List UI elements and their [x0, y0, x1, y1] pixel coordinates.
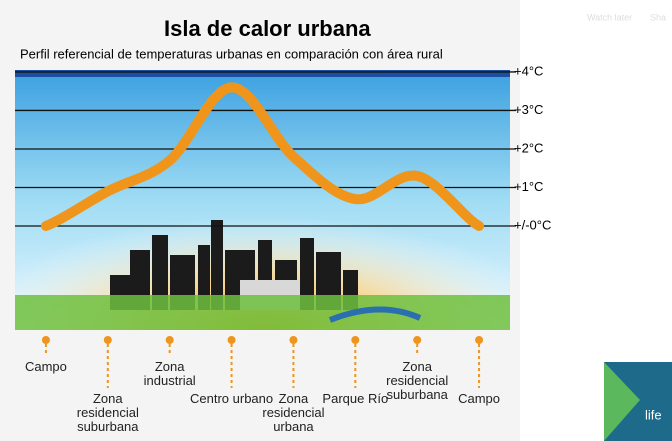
chart: Isla de calor urbana Perfil referencial …: [0, 0, 672, 441]
zone-marker: [413, 336, 421, 344]
x-tick-label: Zona residencial suburbana: [66, 392, 150, 434]
zone-marker: [42, 336, 50, 344]
x-tick-label: Campo: [4, 360, 88, 374]
y-tick-label: +3°C: [514, 102, 543, 117]
chart-subtitle: Perfil referencial de temperaturas urban…: [20, 46, 443, 61]
y-tick-label: +1°C: [514, 179, 543, 194]
x-tick-label: Zona industrial: [128, 360, 212, 388]
zone-marker: [289, 336, 297, 344]
top-band: [15, 70, 510, 77]
logo-text[interactable]: life: [645, 407, 662, 422]
page: Isla de calor urbana Perfil referencial …: [0, 0, 672, 441]
share[interactable]: Sha: [650, 12, 666, 22]
chart-title: Isla de calor urbana: [164, 16, 371, 41]
zone-marker: [228, 336, 236, 344]
x-tick-label: Campo: [437, 392, 521, 406]
zone-marker: [166, 336, 174, 344]
zone-marker: [351, 336, 359, 344]
y-tick-label: +2°C: [514, 140, 543, 155]
ground: [15, 295, 510, 330]
zone-marker: [475, 336, 483, 344]
zone-marker: [104, 336, 112, 344]
watch-later[interactable]: Watch later: [587, 12, 632, 22]
y-tick-label: +/-0°C: [514, 217, 551, 232]
y-tick-label: +4°C: [514, 63, 543, 78]
